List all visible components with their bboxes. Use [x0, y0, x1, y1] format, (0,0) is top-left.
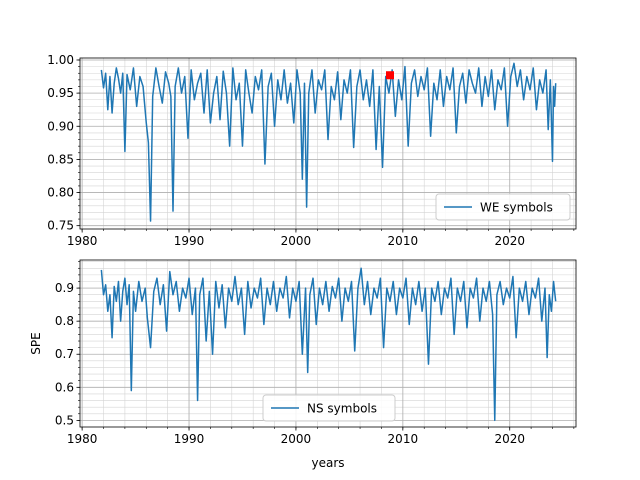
- y-tick-label: 0.6: [55, 380, 74, 394]
- y-tick-label: 0.9: [55, 281, 74, 295]
- y-tick-label: 0.5: [55, 413, 74, 427]
- x-tick-label: 2000: [281, 432, 312, 446]
- series-line: [100, 62, 557, 222]
- y-tick-label: 0.7: [55, 347, 74, 361]
- x-tick-label: 2020: [494, 234, 525, 248]
- legend-label: NS symbols: [307, 402, 377, 416]
- y-tick-label: 1.00: [47, 53, 74, 67]
- x-tick-label: 1980: [67, 234, 98, 248]
- y-tick-label: 0.8: [55, 314, 74, 328]
- y-tick-label: 0.85: [47, 152, 74, 166]
- series-line: [100, 267, 557, 422]
- y-tick-label: 0.75: [47, 219, 74, 233]
- legend: NS symbols: [262, 394, 396, 422]
- axes-frame: [79, 259, 577, 428]
- legend-frame: [262, 394, 396, 422]
- x-tick-label: 1980: [67, 432, 98, 446]
- x-tick-label: 2020: [494, 432, 525, 446]
- top-panel: 1980 1990 2000 2010 2020 0.75 0.80 0.85 0.90 0.95…: [47, 53, 577, 248]
- legend-label: WE symbols: [480, 201, 553, 215]
- legend: WE symbols: [435, 193, 571, 221]
- y-tick-label: 0.80: [47, 186, 74, 200]
- axes-frame: [79, 57, 577, 230]
- data-point-marker: [386, 71, 394, 80]
- legend-frame: [435, 193, 571, 221]
- x-tick-label: 1990: [174, 432, 205, 446]
- x-axis-label: years: [311, 456, 344, 470]
- y-tick-label: 0.95: [47, 86, 74, 100]
- y-tick-label: 0.90: [47, 119, 74, 133]
- x-tick-label: 1990: [174, 234, 205, 248]
- x-tick-label: 2010: [388, 432, 419, 446]
- bottom-panel: 1980 1990 2000 2010 2020 0.5 0.6 0.7 0.8 0.9 years…: [29, 259, 577, 470]
- x-tick-label: 2010: [388, 234, 419, 248]
- y-axis-label: SPE: [29, 332, 43, 354]
- x-tick-label: 2000: [281, 234, 312, 248]
